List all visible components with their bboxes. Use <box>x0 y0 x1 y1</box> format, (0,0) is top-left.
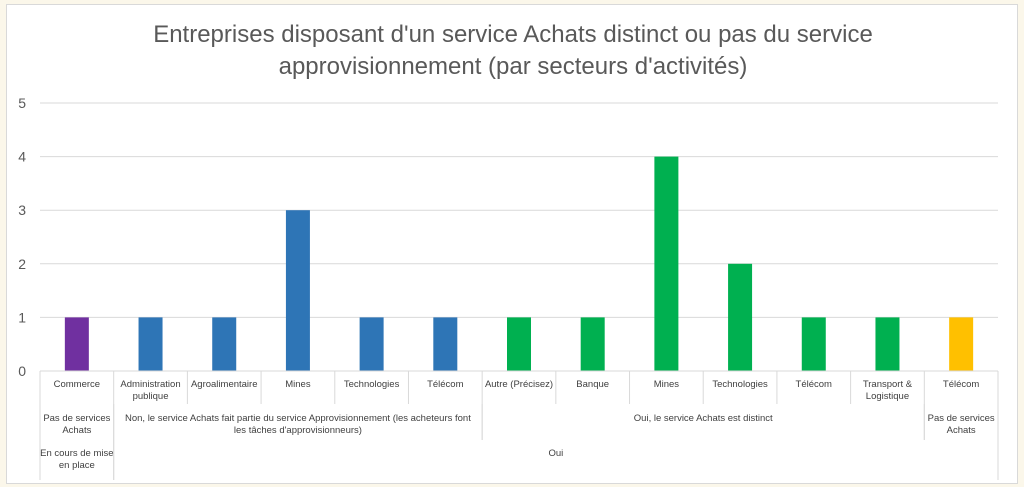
gridlines <box>40 102 998 318</box>
bar <box>654 156 679 371</box>
y-axis-ticks: 0 1 2 3 4 5 <box>18 95 26 379</box>
category-label: Agroalimentaire <box>191 379 258 390</box>
bar <box>138 317 163 371</box>
bar <box>359 317 384 371</box>
bar <box>580 317 605 371</box>
group-label: Achats <box>62 425 91 436</box>
group-label: Non, le service Achats fait partie du se… <box>125 413 471 424</box>
bar <box>801 317 826 371</box>
bar <box>949 317 974 371</box>
chart-title-line-2: approvisionnement (par secteurs d'activi… <box>278 53 748 80</box>
category-label: Technologies <box>344 379 400 390</box>
category-label: publique <box>133 391 169 402</box>
bar <box>285 210 310 371</box>
bar <box>875 317 900 371</box>
category-label: Administration <box>120 379 180 390</box>
category-label: Transport & <box>863 379 913 390</box>
category-label: Télécom <box>943 379 980 390</box>
chart-title-line-1: Entreprises disposant d'un service Achat… <box>153 21 873 48</box>
group-label: En cours de mise <box>40 448 113 459</box>
category-label: Mines <box>654 379 680 390</box>
category-label: Mines <box>285 379 311 390</box>
bar <box>507 317 531 371</box>
y-tick-label: 1 <box>18 309 26 325</box>
category-label: Technologies <box>712 379 768 390</box>
y-tick-label: 2 <box>18 256 26 272</box>
bar <box>728 263 753 371</box>
bar <box>212 317 237 371</box>
group-label: en place <box>59 460 95 471</box>
bar <box>64 317 89 371</box>
y-tick-label: 5 <box>18 95 26 111</box>
group-label: Oui <box>548 448 563 459</box>
category-label: Commerce <box>54 379 100 390</box>
category-label: Banque <box>576 379 609 390</box>
group-label: Achats <box>947 425 976 436</box>
bar <box>433 317 458 371</box>
chart-frame: Entreprises disposant d'un service Achat… <box>6 4 1018 484</box>
group-label: les tâches d'approvisionneurs) <box>234 425 362 436</box>
y-tick-label: 0 <box>18 363 26 379</box>
group-label: Pas de services <box>928 413 995 424</box>
category-label: Télécom <box>796 379 833 390</box>
category-label: Autre (Précisez) <box>485 379 553 390</box>
group-label: Oui, le service Achats est distinct <box>634 413 773 424</box>
group-label: Pas de services <box>43 413 110 424</box>
bars <box>64 156 974 371</box>
y-tick-label: 4 <box>18 149 26 165</box>
category-label: Logistique <box>866 391 909 402</box>
chart-title: Entreprises disposant d'un service Achat… <box>7 19 1019 83</box>
category-label: Télécom <box>427 379 464 390</box>
y-tick-label: 3 <box>18 202 26 218</box>
